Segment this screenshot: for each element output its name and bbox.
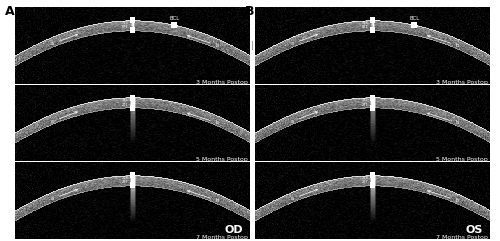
Bar [130, 105, 136, 111]
Bar [370, 17, 376, 23]
Text: a: a [291, 189, 318, 201]
Text: b: b [428, 113, 458, 125]
Bar [130, 182, 136, 188]
Text: 5 Months Postop: 5 Months Postop [436, 157, 488, 162]
Text: 228
227: 228 227 [122, 176, 128, 184]
Text: b: b [188, 190, 218, 203]
Text: b: b [428, 35, 458, 48]
Bar [370, 172, 376, 178]
Bar [172, 22, 177, 28]
Text: 3 Months Postop: 3 Months Postop [196, 80, 248, 85]
Text: 3 Months Postop: 3 Months Postop [436, 80, 488, 85]
Text: 228
227: 228 227 [362, 176, 368, 184]
Text: |: | [251, 41, 254, 50]
Text: OD: OD [224, 225, 243, 235]
Bar [412, 22, 418, 28]
Text: a: a [291, 34, 318, 46]
Bar [130, 17, 136, 23]
Bar [130, 27, 136, 33]
Bar [130, 95, 136, 100]
Text: b: b [188, 35, 218, 48]
Text: BCL: BCL [409, 16, 420, 21]
Text: b: b [428, 190, 458, 203]
Bar [370, 182, 376, 188]
Text: B: B [245, 5, 254, 18]
Text: a: a [51, 189, 78, 201]
Text: A: A [5, 5, 15, 18]
Text: a: a [51, 112, 78, 124]
Bar [370, 105, 376, 111]
Text: 7 Months Postop: 7 Months Postop [196, 235, 248, 240]
Text: 718
671: 718 671 [122, 21, 128, 29]
Bar [370, 95, 376, 100]
Bar [370, 27, 376, 33]
Text: a: a [51, 34, 78, 46]
Bar [130, 172, 136, 178]
Text: BCL: BCL [169, 16, 179, 21]
Text: 5 Months Postop: 5 Months Postop [196, 157, 248, 162]
Text: OS: OS [466, 225, 483, 235]
Text: 381
271: 381 271 [122, 98, 128, 107]
Text: 718
671: 718 671 [362, 21, 368, 29]
Text: 381
271: 381 271 [362, 98, 368, 107]
Text: 7 Months Postop: 7 Months Postop [436, 235, 488, 240]
Text: b: b [188, 113, 218, 125]
Text: a: a [291, 112, 318, 124]
